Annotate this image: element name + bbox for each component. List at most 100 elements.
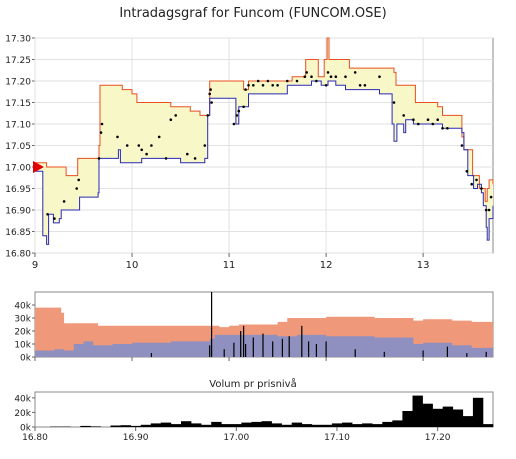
trade-point xyxy=(256,79,260,83)
trade-point xyxy=(324,84,328,87)
trade-point xyxy=(210,101,213,104)
volume-bar xyxy=(231,424,242,427)
trade-point xyxy=(487,208,491,212)
trade-point xyxy=(116,135,119,139)
volume-x-tick-label: 16.90 xyxy=(123,433,149,443)
x-tick-label: 12 xyxy=(320,260,333,271)
trade-point xyxy=(470,182,474,186)
volume-bar xyxy=(382,421,393,427)
volume-chart-title: Volum pr prisnivå xyxy=(209,377,296,390)
trade-point xyxy=(261,84,265,87)
trade-point xyxy=(203,144,207,147)
trade-point xyxy=(363,84,367,87)
volume-bar xyxy=(412,395,423,427)
volume-per-price-chart: 0k 20k 40k 16.80 16.90 17.00 17.10 17.20 xyxy=(14,391,494,443)
volume-bar xyxy=(352,424,363,427)
trade-point xyxy=(125,144,129,147)
volume-x-tick-label: 17.00 xyxy=(223,433,249,443)
intraday-price-chart: 16.80 16.85 16.90 16.95 17.00 17.05 17.10 17.15… xyxy=(5,35,494,271)
volume-bar xyxy=(241,422,252,427)
y-tick-label: 16.95 xyxy=(5,185,31,195)
trade-point xyxy=(209,88,212,91)
volume-y-tick-label: 0k xyxy=(20,424,32,434)
y-tick-label: 16.90 xyxy=(5,207,31,217)
trade-point xyxy=(295,79,299,83)
volume-bar xyxy=(392,420,403,427)
volume-bar xyxy=(311,424,323,427)
bid-depth-area xyxy=(35,334,493,357)
volume-bar xyxy=(261,421,272,427)
volume-bar xyxy=(331,423,343,427)
trade-point xyxy=(77,178,80,182)
trade-point xyxy=(186,152,189,156)
reference-price-marker xyxy=(33,161,44,173)
trade-point xyxy=(169,118,173,121)
volume-bar xyxy=(452,409,464,427)
volume-x-tick-label: 17.20 xyxy=(425,433,451,443)
x-tick-label: 11 xyxy=(223,260,236,271)
volume-bar xyxy=(321,424,333,427)
volume-bar xyxy=(442,406,454,427)
volume-bar xyxy=(170,424,182,427)
trade-point xyxy=(145,152,148,156)
volume-bar xyxy=(342,422,353,427)
volume-bar xyxy=(90,426,101,427)
volume-bar xyxy=(160,422,172,427)
volume-bar xyxy=(271,423,282,427)
trade-point xyxy=(140,148,143,152)
volume-bar xyxy=(181,421,192,427)
y-tick-label: 16.85 xyxy=(5,228,31,238)
trade-point xyxy=(329,75,333,78)
depth-y-tick-label: 40k xyxy=(14,302,31,312)
trade-point xyxy=(286,79,289,83)
volume-bar xyxy=(432,408,443,427)
volume-x-tick-label: 16.80 xyxy=(22,433,48,443)
trade-point xyxy=(244,88,247,91)
volume-bar xyxy=(462,416,474,427)
y-tick-label: 17.20 xyxy=(5,78,31,88)
x-tick-label: 13 xyxy=(417,260,430,271)
trade-point xyxy=(235,114,239,117)
trade-point xyxy=(426,118,430,121)
trade-point xyxy=(100,122,104,126)
trade-point xyxy=(475,178,478,182)
trade-point xyxy=(431,122,435,126)
trade-point xyxy=(62,200,66,203)
trade-point xyxy=(266,79,270,83)
bid-line xyxy=(35,80,494,245)
volume-bar xyxy=(201,424,212,427)
trade-point xyxy=(157,135,161,139)
order-depth-chart: 0k 10k 20k 30k 40k xyxy=(14,291,494,364)
depth-y-tick-label: 0k xyxy=(20,354,32,364)
trade-point xyxy=(252,84,255,87)
trade-point xyxy=(232,122,236,126)
volume-bar xyxy=(150,423,162,427)
volume-bar xyxy=(301,424,313,427)
volume-bar xyxy=(110,425,121,427)
trade-point xyxy=(242,105,245,109)
trade-point xyxy=(334,75,338,78)
y-tick-label: 17.30 xyxy=(5,35,31,45)
trade-point xyxy=(174,114,177,117)
volume-bar xyxy=(140,424,152,427)
trade-point xyxy=(441,127,444,130)
depth-y-tick-label: 30k xyxy=(14,315,31,325)
volume-bar xyxy=(80,425,91,427)
trade-point xyxy=(137,144,141,147)
trade-point xyxy=(46,213,49,216)
volume-y-tick-label: 40k xyxy=(14,394,31,404)
trade-point xyxy=(150,144,153,147)
x-tick-label: 10 xyxy=(126,260,139,271)
volume-bar xyxy=(372,424,383,427)
trade-point xyxy=(53,217,56,220)
y-tick-label: 17.25 xyxy=(5,56,31,66)
trade-point xyxy=(193,157,197,160)
trade-point xyxy=(417,122,420,126)
trade-point xyxy=(326,71,330,74)
volume-x-tick-label: 17.10 xyxy=(324,433,350,443)
y-tick-label: 17.10 xyxy=(5,121,31,131)
y-tick-label: 16.80 xyxy=(5,250,31,260)
volume-bar xyxy=(422,403,433,427)
trade-point xyxy=(208,92,211,96)
trade-point xyxy=(358,84,362,87)
